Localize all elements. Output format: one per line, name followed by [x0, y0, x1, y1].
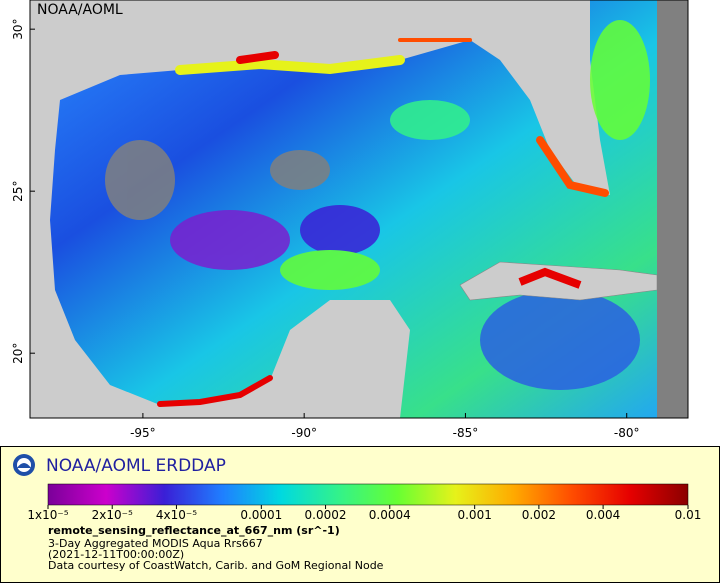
variable-name: remote_sensing_reflectance_at_667_nm (sr… — [48, 524, 340, 537]
colorbar-tick-label: 0.0004 — [369, 508, 411, 522]
colorbar-ticks: 1x10⁻⁵ 2x10⁻⁵ 4x10⁻⁵ 0.0001 0.0002 0.0004 0.00… — [27, 505, 701, 522]
colorbar-tick-label: 0.001 — [457, 508, 491, 522]
colorbar-tick-label: 1x10⁻⁵ — [27, 508, 68, 522]
credit: Data courtesy of CoastWatch, Carib. and … — [48, 559, 384, 572]
noaa-logo — [13, 454, 35, 476]
data-patches — [105, 20, 650, 390]
colorbar-tick-label: 4x10⁻⁵ — [156, 508, 197, 522]
map-frame — [29, 0, 689, 419]
map-axes: -95° -90° -85° -80° 20° 25° 30° — [11, 19, 640, 440]
x-tick-label: -95° — [130, 426, 156, 440]
y-tick-label: 20° — [11, 343, 25, 364]
corner-label: NOAA/AOML — [37, 2, 123, 18]
no-data-strip — [657, 0, 688, 418]
colorbar-tick-label: 0.0001 — [240, 508, 282, 522]
cuba-coast-values — [518, 267, 582, 289]
colorbar-tick-label: 0.002 — [522, 508, 556, 522]
y-tick-label: 25° — [11, 181, 25, 202]
x-tick-label: -85° — [453, 426, 479, 440]
colorbar-tick-label: 2x10⁻⁵ — [92, 508, 133, 522]
colorbar-tick-label: 0.004 — [586, 508, 620, 522]
coastal-high-values — [157, 38, 609, 407]
legend-title: NOAA/AOML ERDDAP — [46, 456, 226, 476]
colorbar-tick-label: 0.01 — [675, 508, 702, 522]
time-label: (2021-12-11T00:00:00Z) — [48, 548, 184, 561]
colorbar — [47, 483, 689, 506]
x-tick-label: -80° — [614, 426, 640, 440]
y-tick-label: 30° — [11, 19, 25, 40]
dataset-name: 3-Day Aggregated MODIS Aqua Rrs667 — [48, 537, 263, 550]
x-tick-label: -90° — [291, 426, 317, 440]
colorbar-tick-label: 0.0002 — [305, 508, 347, 522]
map: NOAA/AOML — [29, 0, 689, 419]
